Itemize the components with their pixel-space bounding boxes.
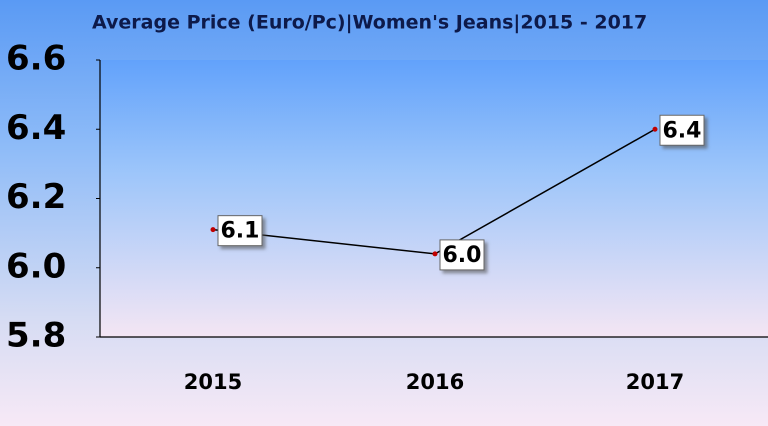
y-tick-label: 6.0	[6, 246, 66, 286]
data-label-box	[439, 239, 485, 271]
data-label: 6.0	[443, 243, 482, 268]
data-label-box	[659, 114, 705, 146]
data-label: 6.1	[221, 219, 260, 244]
marker	[432, 251, 438, 257]
data-label-box	[217, 215, 263, 247]
marker	[652, 126, 658, 132]
chart-title: Average Price (Euro/Pc)|Women's Jeans|20…	[92, 12, 647, 34]
y-tick-label: 6.4	[6, 108, 66, 148]
y-tick-label: 6.6	[6, 39, 66, 79]
data-label: 6.4	[663, 118, 702, 143]
y-tick-label: 6.2	[6, 177, 66, 217]
x-tick-label: 2016	[406, 370, 464, 394]
x-tick-label: 2015	[184, 370, 242, 394]
x-tick-label: 2017	[626, 370, 684, 394]
marker	[210, 227, 216, 233]
y-tick-label: 5.8	[6, 316, 66, 356]
plot-area	[100, 60, 768, 337]
